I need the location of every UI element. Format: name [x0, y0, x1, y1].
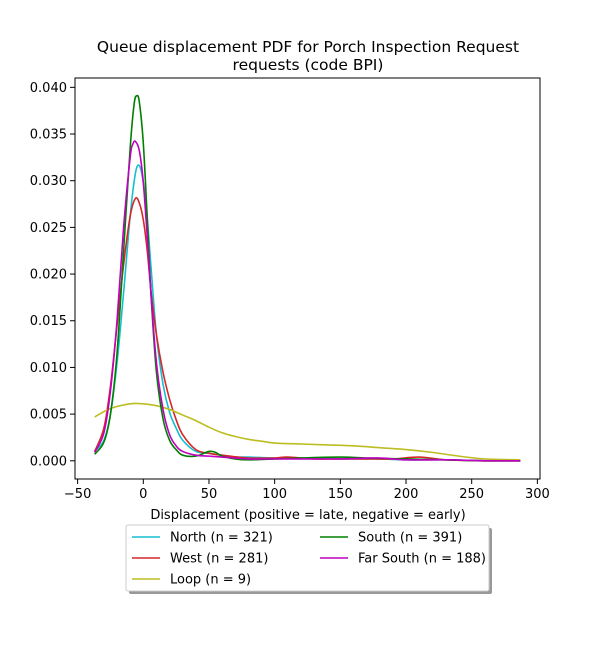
plot-area: [93, 94, 521, 462]
y-tick-label: 0.025: [30, 221, 67, 236]
legend: North (n = 321) West (n = 281) Loop (n = 9…: [125, 524, 492, 594]
series-line-0: [94, 164, 521, 462]
x-tick-label: 0: [139, 487, 147, 502]
y-tick-label: 0.040: [30, 81, 67, 96]
y-tick-label: 0.010: [30, 361, 67, 376]
x-tick-label: 300: [525, 487, 550, 502]
y-tick-label: 0.030: [30, 174, 67, 189]
legend-label-1: West (n = 281): [170, 552, 268, 567]
y-tick-label: 0.020: [30, 268, 67, 283]
chart-title-line-1: Queue displacement PDF for Porch Inspect…: [97, 38, 519, 56]
y-tick-label: 0.005: [30, 408, 67, 423]
x-axis-label: Displacement (positive = late, negative …: [150, 508, 465, 523]
legend-label-4: Far South (n = 188): [358, 552, 486, 567]
y-tick-label: 0.035: [30, 128, 67, 143]
series-line-1: [93, 196, 521, 462]
y-tick-label: 0.015: [30, 314, 67, 329]
chart-title-line-2: requests (code BPI): [233, 56, 384, 74]
y-tick-label: 0.000: [30, 454, 67, 469]
x-tick-label: 50: [201, 487, 218, 502]
legend-label-0: North (n = 321): [170, 531, 273, 546]
legend-box: [125, 524, 490, 592]
x-tick-label: −50: [64, 487, 91, 502]
x-tick-label: 150: [328, 487, 353, 502]
x-tick-label: 200: [394, 487, 419, 502]
series-line-4: [93, 140, 521, 462]
x-tick-label: 100: [262, 487, 287, 502]
plot-frame: [74, 77, 541, 480]
x-axis-ticks: −50 0 50 100 150 200 250 300: [64, 479, 550, 502]
y-axis-ticks: 0.000 0.005 0.010 0.015 0.020 0.025 0.030 0.035…: [30, 81, 75, 469]
legend-label-3: South (n = 391): [358, 531, 462, 546]
x-tick-label: 250: [459, 487, 484, 502]
series-line-2: [94, 402, 521, 461]
legend-label-2: Loop (n = 9): [170, 573, 251, 588]
